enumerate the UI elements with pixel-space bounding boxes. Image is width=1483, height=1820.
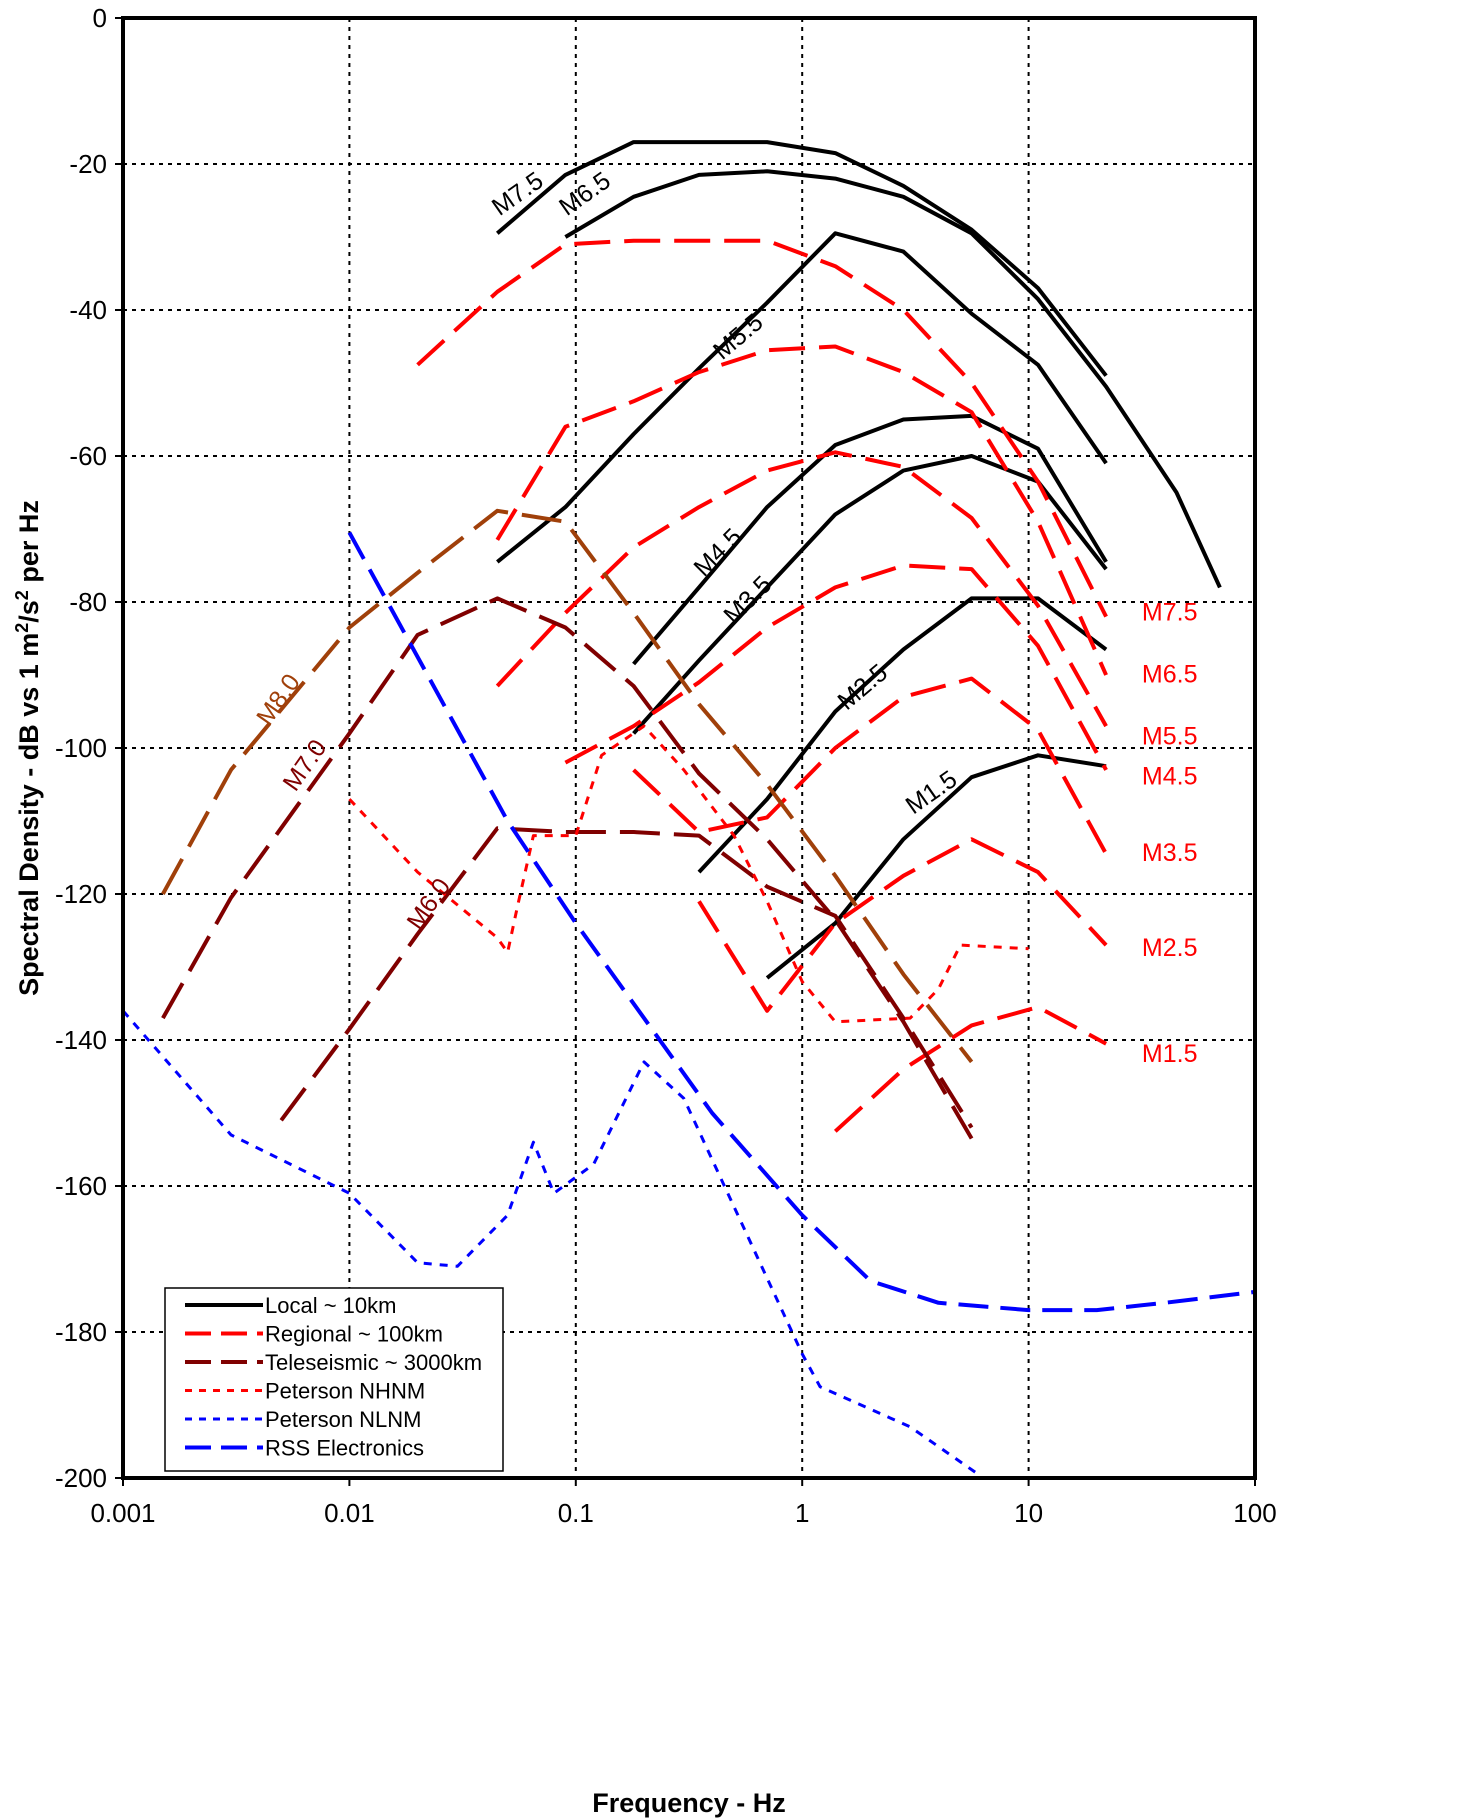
y-tick-label: -40: [69, 295, 107, 325]
legend-label: Local ~ 10km: [265, 1293, 396, 1318]
series-line-local-m7-5: [495, 140, 1108, 377]
x-tick-label: 100: [1233, 1498, 1276, 1528]
series-line-local-m1-5: [765, 753, 1107, 980]
y-tick-label: -200: [55, 1463, 107, 1493]
series-line-regional-m1-5: [833, 1005, 1108, 1133]
series-annotations: M7.5 M6.5M5.5M4.5M3.5M2.5M1.5M8.0M7.0M6.0…: [251, 167, 1197, 1068]
series-line-regional-m6-5: [495, 344, 1108, 676]
x-tick-label: 0.001: [90, 1498, 155, 1528]
series-line-local-m4-5: [632, 413, 1108, 666]
y-tick-label: -180: [55, 1317, 107, 1347]
legend: Local ~ 10km Regional ~ 100km Teleseismic …: [164, 1287, 504, 1472]
series-line-regional-m4-5: [564, 563, 1108, 771]
series-annotation: M4.5: [1142, 763, 1198, 791]
series-line-local-m3-5: [632, 454, 1108, 735]
legend-label: RSS Electronics: [265, 1436, 424, 1461]
y-tick-label: -20: [69, 149, 107, 179]
x-tick-labels: 0.001 0.01 0.1 1 10 100: [90, 1478, 1277, 1528]
series-annotation: M6.5: [1142, 660, 1198, 688]
series-annotation: M2.5: [1142, 934, 1198, 962]
series-lines: [121, 140, 1256, 1476]
series-line-local-m6-5: [564, 169, 1222, 589]
x-tick-label: 10: [1014, 1498, 1043, 1528]
series-line-regional-m2-5: [697, 837, 1108, 1013]
y-title-sup2: 2: [12, 590, 32, 600]
series-line-local-m5-5: [496, 231, 1108, 564]
series-line-peterson-peterson-nhnm: [348, 724, 1029, 1024]
y-tick-label: -120: [55, 879, 107, 909]
series-annotation: M7.5: [1142, 598, 1198, 626]
y-title-suffix: per Hz: [14, 500, 44, 590]
series-line-regional-m7-5: [416, 238, 1108, 618]
series-annotation: M1.5: [1142, 1040, 1198, 1068]
x-tick-label: 0.01: [324, 1498, 375, 1528]
y-tick-label: -140: [55, 1025, 107, 1055]
y-tick-label: -80: [69, 587, 107, 617]
series-line-local-m2-5: [697, 596, 1108, 874]
legend-label: Teleseismic ~ 3000km: [265, 1350, 482, 1375]
series-line-regional-m3-5: [632, 676, 1108, 855]
legend-label: Peterson NLNM: [265, 1407, 422, 1432]
y-title-mid: /s: [14, 600, 44, 623]
series-annotation: M3.5: [1142, 839, 1198, 867]
y-tick-label: -60: [69, 441, 107, 471]
gridlines: [123, 18, 1255, 1478]
x-tick-label: 0.1: [558, 1498, 594, 1528]
x-axis-title: Frequency - Hz: [592, 1788, 786, 1818]
legend-box: [164, 1287, 504, 1472]
y-tick-label: 0: [93, 3, 107, 33]
series-line-teleseismic-m6-0: [279, 826, 974, 1129]
series-annotation: M5.5: [1142, 722, 1198, 750]
legend-label: Peterson NHNM: [265, 1379, 425, 1404]
y-title-sup1: 2: [12, 623, 32, 633]
series-line-teleseismic-m8-0: [161, 508, 974, 1064]
legend-label: Regional ~ 100km: [265, 1322, 443, 1347]
series-line-rss-rss-electronics: [347, 531, 1256, 1313]
y-title-prefix: Spectral Density - dB vs 1 m: [14, 633, 44, 996]
y-tick-label: -100: [55, 733, 107, 763]
y-axis-title: Spectral Density - dB vs 1 m2/s2 per Hz: [12, 500, 44, 996]
y-tick-label: -160: [55, 1171, 107, 1201]
series-line-regional-m5-5: [495, 450, 1108, 728]
y-tick-labels: 0 -20 -40 -60 -80 -100 -120 -140 -160 -180 -200: [55, 3, 123, 1493]
series-line-teleseismic-m7-0: [161, 596, 974, 1140]
x-tick-label: 1: [795, 1498, 809, 1528]
